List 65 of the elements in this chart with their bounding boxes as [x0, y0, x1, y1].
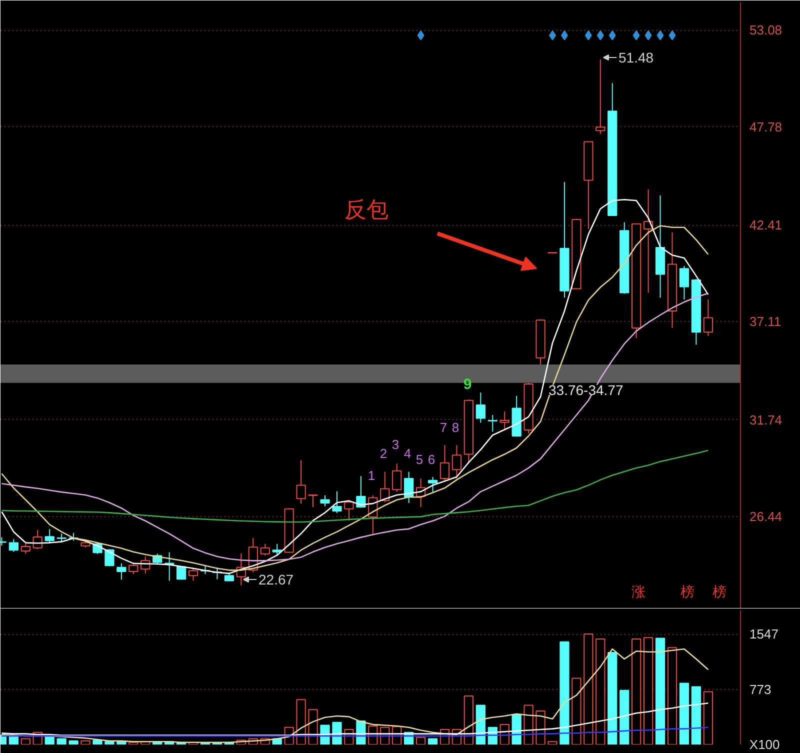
- candlestick: [500, 411, 510, 431]
- bar: [428, 738, 438, 744]
- candlestick: [476, 392, 486, 424]
- candlestick: [344, 500, 354, 522]
- line-series: [1, 648, 709, 744]
- bar: [655, 638, 666, 744]
- candlestick: [320, 494, 330, 507]
- y-tick-label: 1547: [750, 626, 778, 642]
- y-tick-label: 31.74: [750, 412, 782, 428]
- annotation: 4: [404, 446, 412, 461]
- candlestick: [296, 460, 306, 504]
- y-tick-label: 53.08: [750, 22, 782, 38]
- bar: [679, 682, 690, 744]
- band-label: 33.76-34.77: [548, 382, 624, 398]
- candlestick: [452, 444, 462, 480]
- candlestick: [332, 490, 342, 514]
- candlestick: [440, 444, 450, 481]
- annotation: 7: [440, 420, 448, 435]
- bar: [691, 686, 702, 744]
- candlestick: [596, 58, 606, 134]
- candlestick: [428, 476, 438, 492]
- bar: [92, 740, 102, 744]
- annotation: 榜: [712, 584, 726, 600]
- annotation: 涨: [632, 584, 646, 600]
- y-tick-label: 42.41: [750, 218, 782, 233]
- y-tick-label: 37.11: [750, 314, 782, 330]
- candlestick: [488, 414, 498, 432]
- candlestick: [32, 530, 42, 550]
- annotation: 反包: [344, 198, 388, 223]
- annotation: 1: [368, 468, 376, 483]
- candlestick: [308, 494, 318, 508]
- candlestick: [20, 543, 30, 554]
- bar: [620, 690, 630, 744]
- bar: [68, 740, 78, 744]
- candlestick: [8, 538, 18, 552]
- bar: [44, 736, 54, 744]
- annotation: 22.67: [258, 572, 294, 588]
- bar: [560, 641, 570, 744]
- bar: [608, 652, 618, 744]
- y-axis-title: X100: [749, 737, 780, 752]
- candlestick: [392, 463, 402, 492]
- candlestick: [44, 528, 54, 544]
- annotation: 3: [392, 437, 400, 452]
- y-tick-label: 773: [750, 682, 772, 697]
- line-series: [1, 450, 709, 523]
- candlestick: [679, 265, 690, 300]
- y-tick-label: 47.78: [750, 119, 782, 134]
- candlestick: [116, 562, 126, 580]
- annotation: 榜: [680, 584, 694, 600]
- y-tick-label: 26.44: [750, 509, 782, 524]
- line-series: [1, 726, 709, 737]
- candlestick: [260, 543, 270, 556]
- bar: [56, 738, 66, 744]
- annotation: 6: [428, 452, 436, 467]
- annotation: 9: [463, 376, 472, 393]
- line-series: [1, 702, 709, 736]
- candlestick: [272, 543, 282, 556]
- annotation: 51.48: [618, 50, 654, 66]
- annotation: 2: [380, 446, 388, 461]
- annotation: 5: [416, 452, 424, 467]
- candlestick: [188, 568, 198, 582]
- candlestick: [703, 298, 713, 336]
- bar: [104, 741, 114, 744]
- annotation: 8: [452, 420, 460, 435]
- candlestick: [128, 564, 138, 575]
